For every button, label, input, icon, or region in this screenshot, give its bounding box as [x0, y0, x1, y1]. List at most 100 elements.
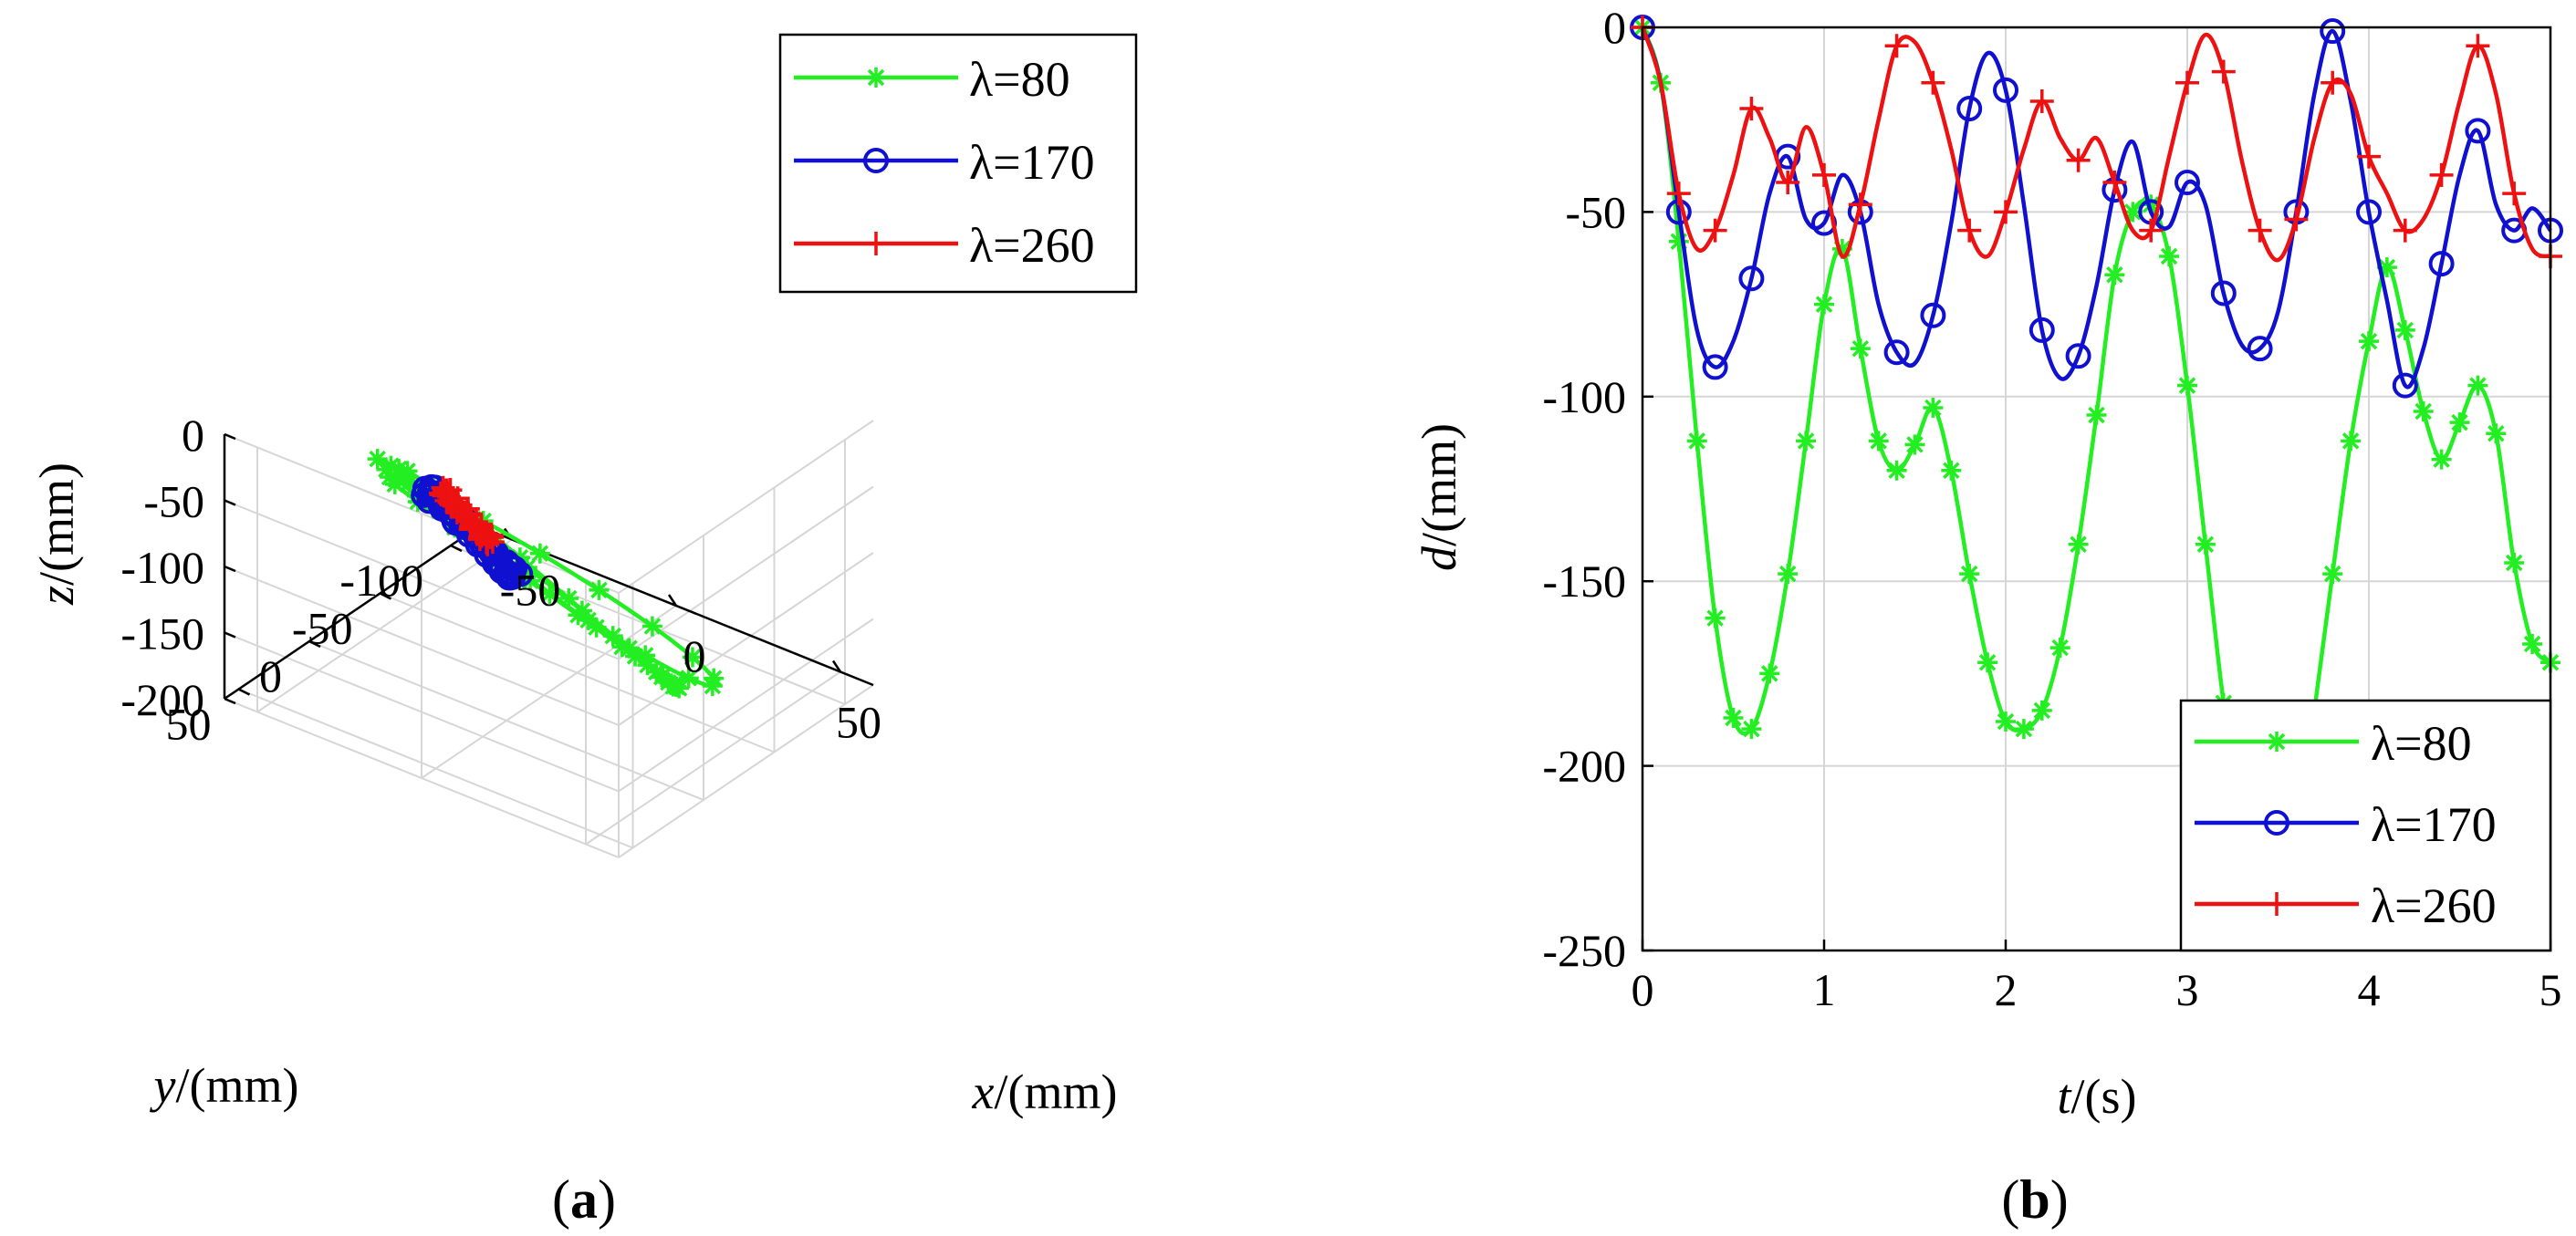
panel-a-point	[658, 672, 679, 693]
panel-b-xtick-label: 5	[2539, 964, 2562, 1015]
panel-a-point	[475, 530, 499, 555]
panel-b-point	[2159, 245, 2180, 266]
panel-b-xlabel: t/(s)	[2058, 1069, 2137, 1124]
panel-a-point	[459, 515, 484, 540]
panel-b-point	[2139, 218, 2164, 243]
panel-b-point	[2049, 638, 2070, 659]
panel-a-point	[529, 543, 550, 564]
panel-a-ytick-label: -100	[339, 555, 423, 606]
panel-a-point	[682, 647, 703, 668]
panel-b-ytick-label: -200	[1542, 741, 1626, 792]
panel-a-ytick-label: -50	[292, 603, 353, 654]
panel-a-series	[367, 449, 725, 699]
legend-b-symbol-green	[2195, 732, 2359, 752]
panel-b-point	[2065, 343, 2091, 369]
panel-b-point	[2247, 336, 2273, 362]
panel-b-point	[1923, 397, 1944, 418]
panel-a-point	[589, 579, 610, 600]
panel-b-point	[2356, 199, 2382, 225]
panel-b-point	[1686, 431, 1707, 452]
panel-a-ztick-label: -200	[120, 674, 204, 725]
panel-b-point	[2504, 552, 2525, 573]
panel-b-point	[1814, 294, 1834, 315]
panel-b-xtick-label: 2	[1995, 964, 2018, 1015]
panel-b-point	[2028, 317, 2055, 343]
panel-b-point	[2465, 118, 2491, 144]
panel-b-point	[1996, 711, 2016, 732]
panel-b-point	[1921, 70, 1945, 95]
panel-b-point	[2428, 251, 2455, 277]
panel-a-point	[637, 655, 658, 676]
panel-a-ylabel: y/(mm)	[150, 1058, 299, 1113]
panel-b-point	[2247, 218, 2272, 243]
panel-b-series-red	[1631, 16, 2562, 268]
panel-a-point	[495, 565, 522, 591]
panel-a-zlabel: z/(mm)	[29, 462, 84, 606]
panel-b-point	[1956, 96, 1983, 122]
panel-b-point	[2066, 148, 2091, 172]
panel-b-point	[2413, 400, 2434, 421]
legend-a-symbol-red	[794, 232, 958, 255]
panel-b-xtick-label: 3	[2176, 964, 2199, 1015]
panel-a-legend: λ=80 λ=170 λ=260	[778, 33, 1138, 294]
panel-a-point	[704, 668, 725, 689]
panel-b-point	[1723, 707, 1744, 728]
panel-b-point	[2174, 170, 2200, 196]
panel-a-point	[558, 588, 579, 609]
panel-b-point	[1920, 302, 1946, 328]
panel-a-ztick-label: 0	[182, 410, 204, 461]
panel-a-ytick-label: 0	[259, 650, 282, 701]
panel-b-point	[2210, 280, 2237, 306]
panel-b-point	[1993, 77, 2018, 103]
panel-b-point	[2068, 534, 2089, 555]
panel-b-point	[1778, 564, 1799, 585]
panel-b-point	[1702, 354, 1728, 380]
panel-a-ztick-label: -50	[143, 476, 204, 527]
panel-b-point	[2431, 449, 2452, 470]
panel-a-point	[625, 646, 646, 667]
panel-b-point	[2392, 372, 2418, 399]
panel-a-label: (a)	[552, 1169, 616, 1230]
panel-b-point	[1886, 460, 1907, 481]
panel-b-point	[1759, 663, 1780, 684]
panel-b-point	[1741, 719, 1762, 740]
panel-b-point	[2104, 265, 2125, 286]
panel-b-point	[1994, 200, 2018, 224]
panel-a-point	[539, 583, 560, 604]
panel-b-point	[2175, 70, 2199, 95]
panel-b-point	[2449, 412, 2470, 433]
panel-a-point	[389, 459, 410, 480]
panel-b-point	[2177, 375, 2197, 396]
panel-b-point	[1977, 652, 1998, 673]
legend-b-symbol-red	[2195, 892, 2359, 916]
panel-b-point	[2320, 18, 2346, 45]
panel-a-point	[464, 510, 489, 535]
panel-a-xlabel: x/(mm)	[972, 1065, 1118, 1119]
panel-b-point	[2031, 700, 2052, 721]
legend-a-marker	[864, 232, 888, 255]
panel-b-point	[1812, 162, 1836, 187]
panel-b-point	[1848, 192, 1872, 217]
panel-b-point	[1703, 218, 1727, 243]
legend-a-marker	[866, 68, 886, 88]
panel-a-point	[586, 617, 607, 638]
legend-a-entry-1: λ=80	[969, 52, 1070, 107]
panel-b-point	[1941, 460, 1962, 481]
legend-a-marker	[863, 148, 889, 173]
panel-b-ytick-label: -50	[1565, 186, 1626, 237]
panel-b-point	[2429, 162, 2454, 187]
panel-b-point	[1959, 564, 1980, 585]
panel-b-point	[2195, 534, 2216, 555]
panel-b-point	[1904, 434, 1925, 455]
panel-b-point	[1850, 338, 1871, 359]
panel-b-point	[1884, 34, 1909, 58]
legend-b-entry-3: λ=260	[2371, 878, 2497, 933]
legend-b-marker	[2264, 810, 2289, 836]
panel-b-point	[2013, 719, 2034, 740]
panel-b-point	[1957, 218, 1982, 243]
panel-b-point	[1883, 339, 1910, 366]
panel-b-line-blue	[1640, 26, 2552, 389]
panel-a-point	[367, 449, 388, 470]
